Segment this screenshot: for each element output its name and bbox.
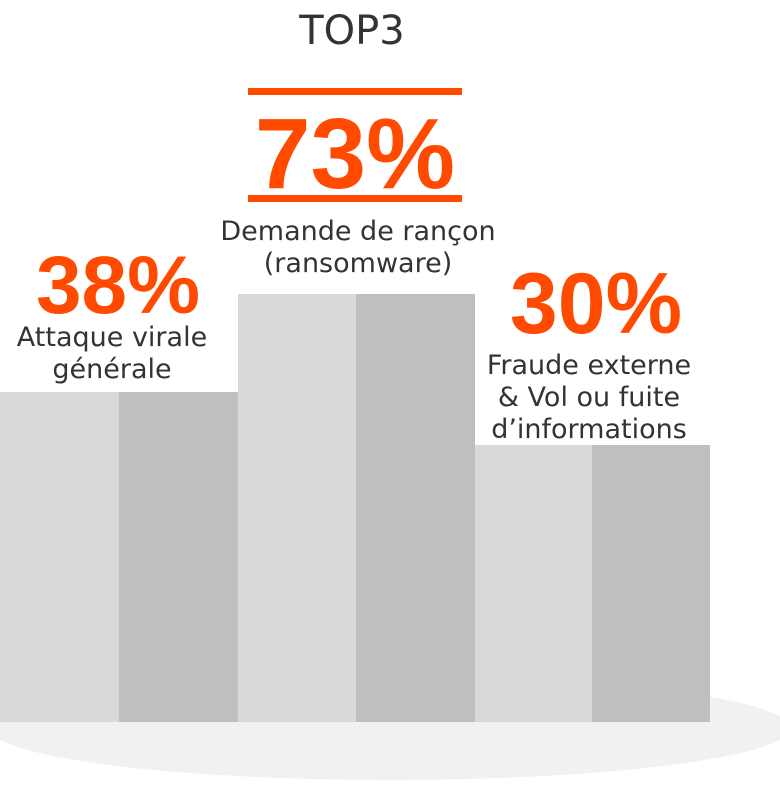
percentage: 30% [510,256,682,352]
item-label: & Vol ou fuite [498,382,680,413]
title: TOP3 [298,8,405,54]
item-label: Demande de rançon [220,216,495,247]
podium-block [238,294,356,722]
podium-block [356,294,475,722]
percentage: 73% [255,98,455,210]
percentage: 38% [36,240,200,331]
item-label: d’informations [491,414,687,445]
podium-block [592,445,710,722]
podium-block [119,392,238,722]
item-label: (ransomware) [264,248,452,279]
item-label: générale [52,354,171,385]
accent-line [248,195,462,202]
item-label: Fraude externe [487,350,691,381]
podium-block [0,392,119,722]
accent-line [248,88,462,95]
item-label: Attaque virale [17,322,207,353]
podium-block [475,445,592,722]
